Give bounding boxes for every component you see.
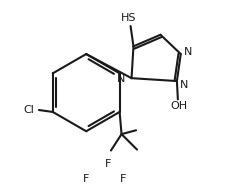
Text: F: F <box>120 174 126 184</box>
Text: N: N <box>116 74 125 84</box>
Text: F: F <box>83 174 89 184</box>
Text: Cl: Cl <box>23 105 34 115</box>
Text: N: N <box>184 47 192 57</box>
Text: HS: HS <box>121 13 136 23</box>
Text: OH: OH <box>170 101 187 111</box>
Text: N: N <box>180 80 188 90</box>
Text: F: F <box>105 159 112 169</box>
